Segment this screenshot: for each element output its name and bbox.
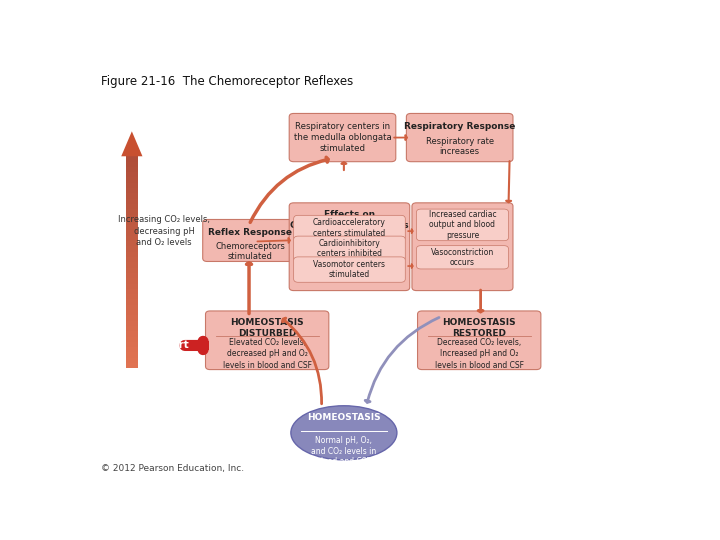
Polygon shape bbox=[126, 183, 138, 188]
Text: Respiratory Response: Respiratory Response bbox=[404, 122, 516, 131]
Text: HOMEOSTASIS
DISTURBED: HOMEOSTASIS DISTURBED bbox=[230, 319, 304, 338]
Polygon shape bbox=[126, 321, 138, 326]
FancyBboxPatch shape bbox=[416, 209, 508, 241]
Polygon shape bbox=[126, 268, 138, 273]
FancyBboxPatch shape bbox=[294, 257, 405, 282]
Polygon shape bbox=[126, 336, 138, 342]
Polygon shape bbox=[126, 262, 138, 268]
Text: Chemoreceptors
stimulated: Chemoreceptors stimulated bbox=[215, 241, 285, 261]
Polygon shape bbox=[126, 310, 138, 315]
Polygon shape bbox=[126, 357, 138, 363]
Text: Reflex Response: Reflex Response bbox=[208, 228, 292, 237]
Polygon shape bbox=[126, 241, 138, 246]
Polygon shape bbox=[126, 257, 138, 262]
Polygon shape bbox=[126, 156, 138, 161]
Text: HOMEOSTASIS: HOMEOSTASIS bbox=[307, 413, 381, 422]
Text: Start: Start bbox=[159, 340, 189, 350]
Polygon shape bbox=[126, 305, 138, 310]
FancyBboxPatch shape bbox=[289, 113, 396, 161]
Text: HOMEOSTASIS
RESTORED: HOMEOSTASIS RESTORED bbox=[442, 319, 516, 338]
Polygon shape bbox=[126, 199, 138, 204]
Text: Cardiovascular
Responses: Cardiovascular Responses bbox=[425, 210, 500, 230]
Polygon shape bbox=[126, 294, 138, 299]
Text: Effects on
Cardiovascular Centers: Effects on Cardiovascular Centers bbox=[290, 210, 409, 230]
Polygon shape bbox=[126, 347, 138, 353]
Text: Increasing CO₂ levels,
decreasing pH
and O₂ levels: Increasing CO₂ levels, decreasing pH and… bbox=[118, 215, 210, 247]
Polygon shape bbox=[126, 363, 138, 368]
Polygon shape bbox=[126, 178, 138, 183]
Polygon shape bbox=[126, 284, 138, 289]
Polygon shape bbox=[126, 161, 138, 167]
Polygon shape bbox=[126, 299, 138, 305]
FancyBboxPatch shape bbox=[294, 215, 405, 241]
Polygon shape bbox=[126, 246, 138, 252]
Text: Increased cardiac
output and blood
pressure: Increased cardiac output and blood press… bbox=[428, 210, 496, 240]
Polygon shape bbox=[126, 331, 138, 336]
Polygon shape bbox=[126, 231, 138, 236]
Polygon shape bbox=[126, 315, 138, 321]
Polygon shape bbox=[126, 273, 138, 278]
Polygon shape bbox=[126, 220, 138, 225]
Text: © 2012 Pearson Education, Inc.: © 2012 Pearson Education, Inc. bbox=[101, 464, 244, 473]
Ellipse shape bbox=[291, 406, 397, 460]
FancyBboxPatch shape bbox=[289, 203, 410, 291]
FancyBboxPatch shape bbox=[203, 219, 298, 261]
Polygon shape bbox=[126, 204, 138, 210]
Polygon shape bbox=[126, 326, 138, 331]
Text: Elevated CO₂ levels,
decreased pH and O₂
levels in blood and CSF: Elevated CO₂ levels, decreased pH and O₂… bbox=[222, 339, 312, 369]
FancyBboxPatch shape bbox=[412, 203, 513, 291]
Polygon shape bbox=[126, 193, 138, 199]
Polygon shape bbox=[126, 236, 138, 241]
Polygon shape bbox=[126, 167, 138, 172]
FancyBboxPatch shape bbox=[418, 311, 541, 369]
FancyBboxPatch shape bbox=[294, 236, 405, 261]
Polygon shape bbox=[126, 172, 138, 178]
Text: Vasomotor centers
stimulated: Vasomotor centers stimulated bbox=[313, 260, 385, 279]
Polygon shape bbox=[126, 342, 138, 347]
Text: Figure 21-16  The Chemoreceptor Reflexes: Figure 21-16 The Chemoreceptor Reflexes bbox=[101, 75, 354, 88]
Text: Respiratory centers in
the medulla oblongata
stimulated: Respiratory centers in the medulla oblon… bbox=[294, 122, 392, 153]
Text: Decreased CO₂ levels,
Increased pH and O₂
levels in blood and CSF: Decreased CO₂ levels, Increased pH and O… bbox=[435, 339, 523, 369]
Polygon shape bbox=[126, 210, 138, 214]
Polygon shape bbox=[126, 225, 138, 231]
FancyBboxPatch shape bbox=[406, 113, 513, 161]
Polygon shape bbox=[126, 353, 138, 357]
Polygon shape bbox=[126, 188, 138, 193]
Polygon shape bbox=[126, 252, 138, 257]
Polygon shape bbox=[121, 131, 143, 156]
Polygon shape bbox=[126, 214, 138, 220]
Text: Cardioacceleratory
centers stimulated: Cardioacceleratory centers stimulated bbox=[313, 218, 386, 238]
Polygon shape bbox=[126, 289, 138, 294]
FancyBboxPatch shape bbox=[205, 311, 329, 369]
Text: Vasoconstriction
occurs: Vasoconstriction occurs bbox=[431, 248, 494, 267]
Text: Normal pH, O₂,
and CO₂ levels in
blood and CSF: Normal pH, O₂, and CO₂ levels in blood a… bbox=[311, 436, 377, 466]
Text: Cardioinhibitory
centers inhibited: Cardioinhibitory centers inhibited bbox=[317, 239, 382, 259]
Polygon shape bbox=[126, 278, 138, 284]
FancyBboxPatch shape bbox=[416, 246, 508, 269]
Text: Respiratory rate
increases: Respiratory rate increases bbox=[426, 137, 494, 156]
